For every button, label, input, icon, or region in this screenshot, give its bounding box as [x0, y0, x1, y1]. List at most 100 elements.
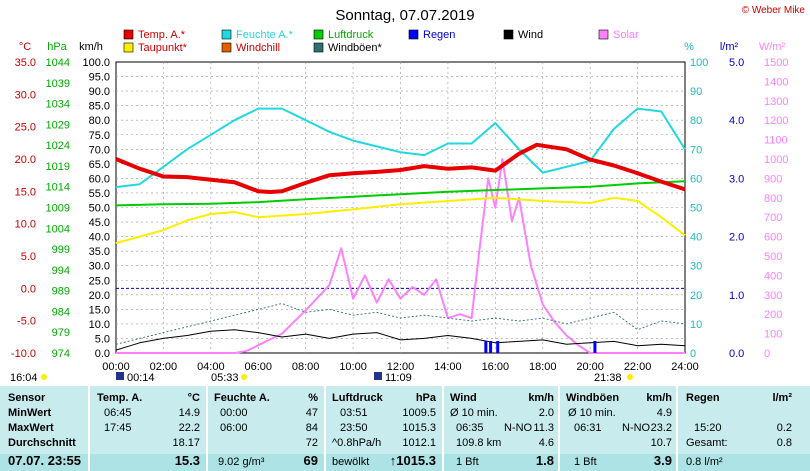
tick-solar: 200: [764, 309, 782, 321]
press-max: 1015.3: [402, 422, 436, 434]
temp-max-time: 17:45: [104, 422, 132, 434]
legend-swatch: [123, 42, 134, 53]
plot-area: [115, 107, 686, 354]
col-gust: Windböen km/h Ø 10 min. 4.9 06:31 N-NO 2…: [558, 386, 678, 471]
series-luftdruck: [115, 180, 686, 207]
tick-hpa: 974: [52, 348, 70, 360]
unit-label: l/m²: [720, 41, 739, 53]
series-taupunkt: [115, 196, 686, 245]
col-humidity: Feuchte A. % 00:00 47 06:00 84 72 9.02 g…: [206, 386, 326, 471]
tick-pct: 30: [690, 261, 702, 273]
tick-solar: 100: [764, 329, 782, 341]
tick-solar: 600: [764, 232, 782, 244]
temp-current: 15.3: [174, 453, 200, 468]
wind-distance: 109.8 km: [456, 437, 502, 449]
moon-label: 11:09: [385, 372, 412, 384]
tick-hpa: 1014: [46, 182, 70, 194]
wind-min: 2.0: [538, 407, 554, 419]
hum-min-time: 00:00: [220, 407, 248, 419]
gust-current: 3.9: [653, 453, 672, 468]
tick-x: 20:00: [576, 361, 604, 373]
legend-label: Wind: [518, 29, 543, 41]
tick-solar: 800: [764, 193, 782, 205]
header-sensor: Sensor: [8, 392, 46, 404]
legend-swatch: [123, 29, 134, 40]
tick-solar: 900: [764, 173, 782, 185]
tick-temp: -5.0: [17, 316, 36, 328]
header-humidity: Feuchte A.: [214, 392, 270, 404]
legend-label: Windböen*: [328, 42, 383, 54]
col-temp: Temp. A. °C 06:45 14.9 17:45 22.2 18.17 …: [88, 386, 208, 471]
tick-temp: 0.0: [21, 283, 36, 295]
gust-max-time: 06:31: [574, 422, 602, 434]
label-max: MaxWert: [8, 422, 54, 434]
legend-label: Luftdruck: [328, 29, 374, 41]
stats-table: Sensor MinWert MaxWert Durchschnitt 07.0…: [0, 386, 810, 471]
legend-swatch: [221, 42, 232, 53]
tick-kmh: 95.0: [89, 72, 110, 84]
tick-kmh: 55.0: [89, 188, 110, 200]
tick-solar: 400: [764, 270, 782, 282]
hum-avg: 72: [305, 437, 318, 449]
legend-item: Feuchte A.*: [221, 29, 294, 41]
label-avg: Durchschnitt: [8, 437, 76, 449]
tick-x: 18:00: [529, 361, 557, 373]
rain-bar: [496, 341, 500, 353]
moonrise-label: 00:14: [127, 372, 155, 384]
x-axis: 00:00 02:00 04:00 06:00 08:00 10:00 12:00 14:00…: [102, 361, 699, 373]
gust-avg: 10.7: [650, 437, 672, 449]
legend: Temp. A.* Feuchte A.* Luftdruck Regen Wind So…: [123, 29, 639, 54]
hum-min: 47: [305, 407, 318, 419]
wind-max-time: 06:35: [456, 422, 484, 434]
tick-kmh: 100.0: [82, 57, 110, 69]
legend-item: Regen: [408, 29, 455, 41]
header-pressure-unit: hPa: [415, 392, 436, 404]
col-pressure: Luftdruck hPa 03:51 1009.5 23:50 1015.3 …: [324, 386, 444, 471]
tick-hpa: 979: [52, 327, 70, 339]
tick-hpa: 1034: [46, 99, 70, 111]
rain-max-time: 15:20: [694, 422, 722, 434]
unit-label: km/h: [79, 41, 103, 53]
wind-bft: 1 Bft: [456, 456, 479, 468]
tick-kmh: 20.0: [89, 290, 110, 302]
legend-label: Taupunkt*: [138, 42, 188, 54]
series-solar: [116, 158, 685, 354]
col-wind: Wind km/h Ø 10 min. 2.0 06:35 N-NO 11.3 …: [442, 386, 560, 471]
sunrise-time-label: 16:04: [10, 372, 38, 384]
col-rain: Regen l/m² 15:20 0.2 Gesamt: 0.8 0.8 l/m…: [676, 386, 798, 471]
tick-temp: 35.0: [15, 57, 36, 69]
series-temp-a: [115, 142, 686, 194]
tick-kmh: 90.0: [89, 86, 110, 98]
moon-icon: [116, 372, 124, 380]
legend-swatch: [313, 29, 324, 40]
gust-max-dir: N-NO: [622, 422, 651, 434]
header-wind: Wind: [450, 392, 477, 404]
tick-x: 16:00: [482, 361, 510, 373]
tick-hpa: 1004: [46, 223, 70, 235]
unit-label: hPa: [47, 41, 67, 53]
tick-x: 08:00: [292, 361, 320, 373]
tick-kmh: 35.0: [89, 246, 110, 258]
rain-max: 0.2: [776, 422, 792, 434]
tick-hpa: 1009: [46, 203, 70, 215]
header-temp: Temp. A.: [97, 392, 143, 404]
legend-item: Windchill: [221, 42, 280, 54]
tick-temp: -10.0: [11, 348, 36, 360]
tick-x: 14:00: [434, 361, 462, 373]
tick-pct: 50: [690, 203, 702, 215]
grid: [115, 61, 686, 354]
tick-kmh: 75.0: [89, 130, 110, 142]
temp-min-time: 06:45: [104, 407, 132, 419]
tick-rain: 4.0: [729, 115, 744, 127]
tick-rain: 3.0: [729, 173, 744, 185]
hum-max: 84: [305, 422, 318, 434]
wind-avg: 4.6: [538, 437, 554, 449]
sun-markers: 16:04 00:14 05:33 11:09 21:38: [10, 372, 633, 384]
tick-temp: 25.0: [15, 122, 36, 134]
press-avg: 1012.1: [402, 437, 436, 449]
press-trend: ^0.8hPa/h: [332, 437, 382, 449]
series-windb-en: [115, 303, 686, 345]
legend-label: Temp. A.*: [138, 29, 186, 41]
tick-hpa: 989: [52, 286, 70, 298]
tick-kmh: 50.0: [89, 203, 110, 215]
